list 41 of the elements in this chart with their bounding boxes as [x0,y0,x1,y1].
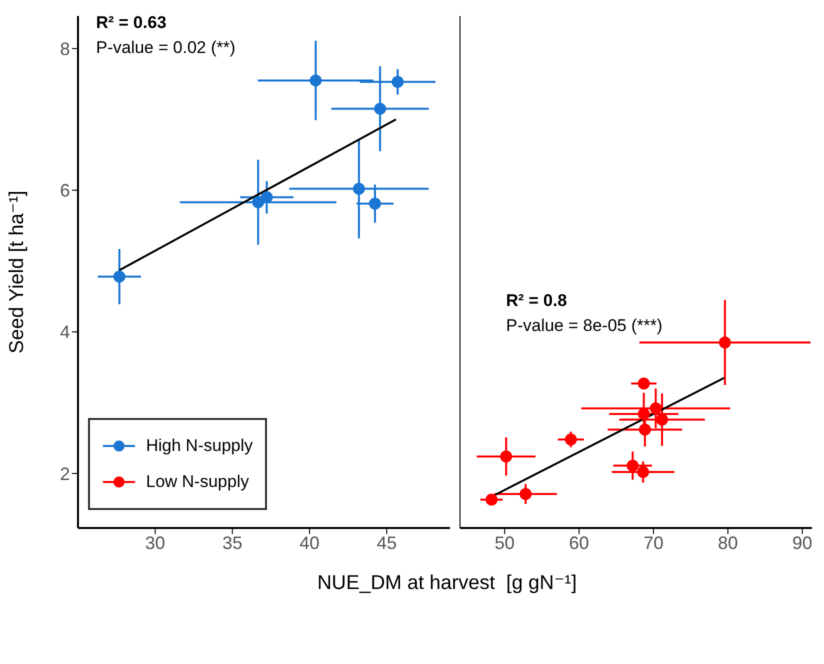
legend-label: High N-supply [146,436,253,456]
point [260,191,273,204]
point [486,494,498,506]
x-tick-label: 60 [569,532,590,553]
point [650,402,662,414]
point [374,102,386,115]
y-tick-label: 2 [60,464,70,484]
x-tick-label: 30 [145,532,166,553]
x-tick-label: 35 [222,532,242,553]
point [638,424,651,436]
point [368,198,381,210]
y-tick-label: 4 [60,322,70,342]
legend-label: Low N-supply [146,472,249,492]
annotation: P-value = 8e-05 (***) [506,315,662,337]
annotation: P-value = 0.02 (**) [96,37,236,59]
y-tick-label: 8 [60,38,70,59]
x-tick-label: 70 [643,532,664,553]
point [637,466,650,478]
point [564,433,577,446]
x-tick-label: 80 [718,532,738,553]
annotation: R² = 0.63 [96,12,168,34]
point [113,270,126,283]
point [520,488,532,500]
y-axis-title: Seed Yield [t ha⁻¹] [6,190,28,354]
point [638,378,650,390]
point [392,76,404,88]
point [310,74,322,86]
point [718,336,731,348]
x-axis-title: NUE_DM at harvest [g gN⁻¹] [316,571,578,595]
annotation: R² = 0.8 [506,290,568,312]
x-tick-label: 90 [792,532,812,553]
x-tick-label: 40 [300,532,320,553]
point [656,414,668,426]
point [500,450,512,462]
point [252,196,264,208]
y-tick-label: 6 [60,180,70,201]
point [638,408,650,420]
x-tick-label: 45 [376,532,397,553]
point [626,460,639,472]
x-tick-label: 50 [494,532,515,553]
point [352,182,365,195]
